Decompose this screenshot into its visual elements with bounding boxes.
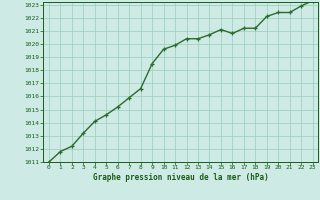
X-axis label: Graphe pression niveau de la mer (hPa): Graphe pression niveau de la mer (hPa) — [93, 173, 269, 182]
